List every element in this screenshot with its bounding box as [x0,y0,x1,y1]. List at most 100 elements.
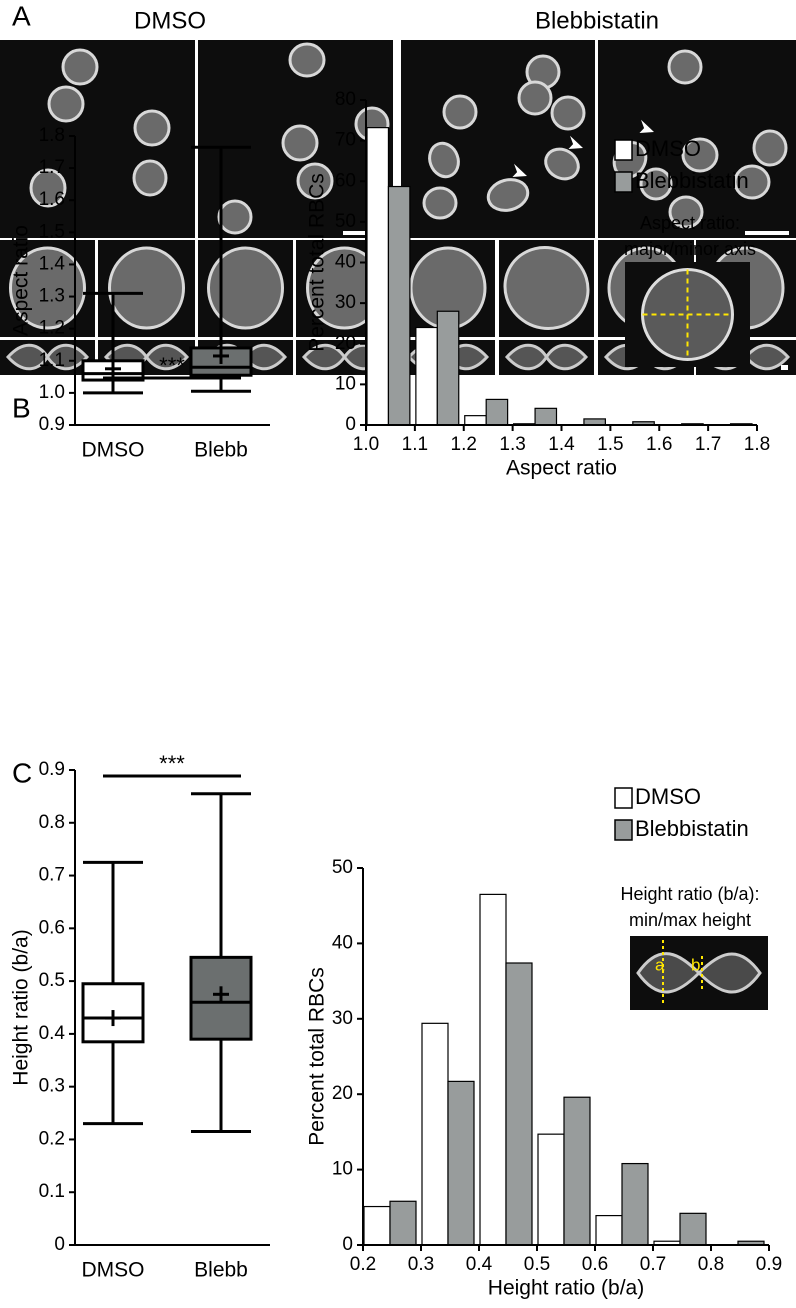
y-tick-label: 0.2 [39,1128,65,1149]
condition-title: Blebbistatin [535,7,659,34]
cell [132,159,168,197]
y-tick-label: 1.4 [39,253,66,274]
bar [363,1205,391,1246]
legend-label: Blebbistatin [635,816,749,841]
y-axis-label: Height ratio (b/a) [10,929,33,1085]
inset-caption: major/minor axis [624,239,756,259]
y-tick-label: 40 [332,932,353,953]
x-tick-label: 0.7 [640,1254,666,1275]
cell [217,199,253,235]
x-tick-label: 1.8 [744,434,770,455]
y-tick-label: 1.7 [39,157,65,178]
panel-label: C [12,757,32,788]
y-tick-label: 10 [335,373,356,394]
cell [639,167,673,201]
cell [752,129,788,167]
y-tick-label: 0 [342,1234,353,1255]
bar [485,398,509,426]
x-tick-label: 1.4 [548,434,575,455]
cell [733,164,771,200]
legend-label: DMSO [635,136,701,161]
legend-swatch [614,171,633,193]
x-tick-label: 0.4 [466,1254,493,1275]
cell [668,195,704,229]
cell [550,95,586,131]
y-tick-label: 80 [335,89,356,110]
legend-swatch [614,139,633,161]
cell [428,141,460,179]
x-tick-label: 1.7 [695,434,721,455]
inset-label: a [655,955,665,974]
y-tick-label: 1.1 [39,350,65,371]
bar [366,127,390,426]
cell [61,48,99,86]
bar [505,962,533,1246]
x-axis-label: Height ratio (b/a) [488,1277,644,1300]
cell [288,42,326,78]
bar [537,1133,565,1246]
y-tick-label: 0.4 [39,1023,66,1044]
legend-swatch [614,787,633,809]
panel-label: A [12,0,31,31]
y-tick-label: 1.6 [39,189,65,210]
scale-bar [745,231,789,235]
x-tick-label: 1.5 [597,434,623,455]
bar [387,185,411,426]
cell [47,85,85,123]
bar [479,893,507,1246]
y-tick-label: 0.9 [39,414,65,435]
y-tick-label: 1.3 [39,286,65,307]
bar [447,1080,475,1246]
y-tick-label: 0 [345,414,356,435]
y-tick-label: 0.3 [39,1076,65,1097]
scale-bar [781,365,788,370]
cell [207,246,284,330]
x-tick-label: 0.3 [408,1254,434,1275]
y-tick-label: 30 [332,1008,353,1029]
cell [681,137,719,173]
y-tick-label: 0.6 [39,917,65,938]
y-axis-label: Percent total RBCs [306,173,329,352]
condition-title: DMSO [134,7,206,34]
arrow [512,163,527,178]
significance: *** [159,353,185,378]
y-axis-label: Percent total RBCs [306,967,329,1146]
cell [9,246,86,330]
y-axis-label: Aspect ratio [10,225,33,336]
x-tick-label: 0.2 [350,1254,376,1275]
bar [595,1214,623,1246]
y-tick-label: 1.2 [39,318,65,339]
y-tick-label: 10 [332,1159,353,1180]
bar [534,407,558,426]
inset-caption: Height ratio (b/a): [620,884,759,904]
x-tick-label: 0.8 [698,1254,724,1275]
cell [667,49,703,85]
x-tick-label: 0.5 [524,1254,550,1275]
y-tick-label: 30 [335,292,356,313]
x-tick-label: DMSO [82,439,145,462]
x-tick-label: 0.9 [756,1254,782,1275]
bar [389,1200,417,1246]
y-tick-label: 50 [335,211,356,232]
cell [296,162,334,200]
y-tick-label: 50 [332,857,353,878]
cell [422,186,458,220]
cell [517,80,553,116]
x-tick-label: 0.6 [582,1254,608,1275]
inset-cell [636,952,762,994]
bar [415,326,438,426]
cell-profile [504,343,589,371]
y-tick-label: 20 [332,1083,353,1104]
x-tick-label: 1.6 [646,434,672,455]
cell [442,94,478,130]
bar [464,415,487,426]
y-tick-label: 0.7 [39,865,65,886]
x-tick-label: 1.3 [499,434,525,455]
cell [29,168,67,208]
x-tick-label: Blebb [194,1259,248,1282]
legend-label: Blebbistatin [635,168,749,193]
y-tick-label: 0 [54,1234,65,1255]
x-tick-label: 1.0 [353,434,379,455]
x-tick-label: DMSO [82,1259,145,1282]
